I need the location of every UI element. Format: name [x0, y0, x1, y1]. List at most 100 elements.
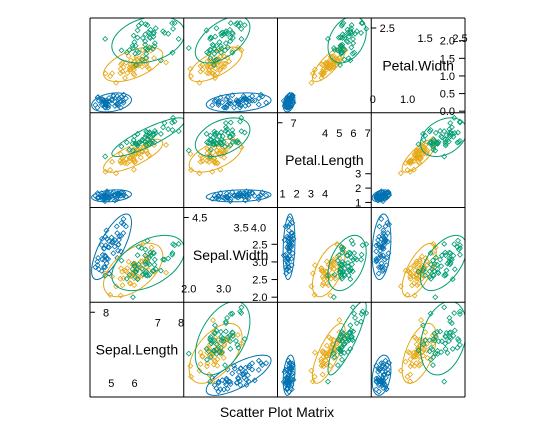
group-3-point [138, 20, 145, 27]
group-3-point [338, 244, 345, 250]
group-2-point [410, 166, 417, 173]
group-2-point [130, 166, 137, 173]
group-3-point [223, 124, 229, 131]
group-3-point [350, 304, 356, 311]
group-1-point [286, 359, 293, 366]
group-2-ellipse [102, 242, 164, 298]
group-1-point [220, 386, 227, 393]
group-3-point [213, 350, 220, 357]
group-1-point [284, 378, 291, 385]
group-3-point [211, 347, 217, 354]
group-2-point [217, 64, 224, 71]
group-1-ellipse [205, 189, 272, 203]
group-3-point [341, 349, 348, 356]
group-3-point [338, 356, 345, 363]
group-3-point [359, 242, 366, 249]
group-2-point [197, 361, 204, 368]
group-1-point [227, 100, 234, 107]
group-3-point [451, 241, 458, 248]
group-3-point [339, 35, 346, 41]
group-3-point [229, 333, 236, 339]
group-1-point [116, 95, 123, 102]
group-2-point [199, 154, 206, 161]
group-3-point [341, 341, 348, 348]
group-3-point [185, 45, 192, 51]
diag-tick-lower: 5 [108, 378, 114, 390]
group-1-point [120, 189, 127, 196]
group-3-point [157, 130, 164, 137]
group-2-point [331, 63, 338, 70]
group-1-point [251, 377, 258, 384]
group-3-point [337, 48, 344, 55]
group-3-point [446, 329, 453, 336]
group-1-point [379, 245, 386, 252]
group-1-point [289, 92, 296, 99]
group-3-point [151, 128, 158, 134]
group-1-point [113, 223, 120, 230]
group-3-point [451, 114, 458, 121]
group-3-point [134, 252, 141, 259]
group-3-point [444, 260, 451, 267]
group-1-point [220, 104, 227, 111]
group-2-point [308, 367, 315, 374]
group-3-point [238, 36, 245, 42]
group-1-point [286, 370, 293, 377]
group-3-point [352, 30, 358, 37]
group-3-point [147, 26, 154, 33]
group-2-point [322, 357, 329, 364]
group-3-point [139, 271, 146, 278]
group-2-point [127, 61, 134, 68]
group-3-point [345, 55, 352, 62]
group-3-point [213, 341, 220, 348]
group-1-point [380, 193, 387, 200]
group-3-point [457, 118, 463, 125]
group-3-point [238, 304, 245, 311]
group-1-ellipse [282, 354, 296, 396]
group-3-point [135, 22, 142, 29]
group-3-point [444, 349, 451, 356]
group-2-point [117, 292, 124, 299]
group-2-point [318, 358, 325, 365]
group-2-point [411, 292, 418, 299]
group-3-point [451, 266, 458, 273]
group-2-point [324, 280, 331, 287]
group-2-point [320, 348, 326, 354]
group-3-point [351, 310, 358, 317]
diag-tick-side: 2.0 [252, 292, 267, 304]
group-1-point [98, 192, 105, 199]
group-1-point [118, 189, 125, 196]
group-2-ellipse [311, 322, 346, 384]
group-2-point [318, 356, 325, 363]
group-1-point [229, 370, 236, 377]
group-3-point [442, 252, 449, 259]
group-3-point [138, 245, 145, 252]
diag-tick-lower: 6 [131, 378, 137, 390]
group-1-point [380, 379, 387, 386]
group-1-point [94, 194, 101, 201]
group-3-point [347, 267, 354, 274]
group-2-point [224, 54, 231, 61]
group-1-point [379, 264, 386, 271]
group-2-point [102, 168, 109, 175]
group-2-point [319, 371, 326, 378]
group-3-point [455, 237, 461, 244]
group-2-point [151, 142, 158, 149]
group-2-point [407, 269, 413, 276]
group-3-point [171, 242, 178, 249]
group-2-point [188, 167, 195, 173]
group-3-point [146, 261, 153, 268]
group-3-point [118, 47, 125, 54]
diag-tick-side: 1 [355, 197, 361, 209]
group-2-point [102, 70, 109, 77]
group-2-point [402, 160, 409, 167]
group-3-point [238, 25, 245, 32]
group-1-point [92, 102, 99, 108]
group-3-point [441, 240, 448, 247]
group-3-point [450, 332, 457, 339]
group-3-point [442, 139, 449, 145]
group-3-point [431, 337, 438, 344]
group-3-point [347, 57, 354, 64]
group-3-point [432, 129, 439, 136]
diag-tick-side: 3.0 [252, 257, 267, 269]
group-3-point [358, 20, 365, 27]
